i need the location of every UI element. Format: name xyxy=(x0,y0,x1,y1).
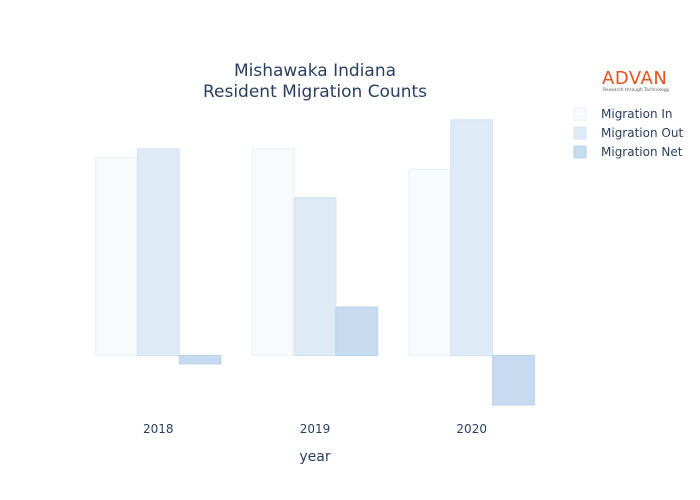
legend-label: Migration Net xyxy=(601,145,683,159)
legend-item-migration-net[interactable]: Migration Net xyxy=(573,145,683,159)
legend-item-migration-out[interactable]: Migration Out xyxy=(573,126,683,140)
legend-swatch xyxy=(573,107,587,121)
bar-migration-out-2020[interactable] xyxy=(450,119,494,356)
bar-migration-net-2020[interactable] xyxy=(492,355,535,406)
legend-item-migration-in[interactable]: Migration In xyxy=(573,107,673,121)
chart-title-line-1: Mishawaka Indiana xyxy=(234,61,396,81)
x-axis-title: year xyxy=(299,449,330,465)
advan-logo: ADVAN Research through Technology xyxy=(602,68,670,93)
chart-title-line-2: Resident Migration Counts xyxy=(203,82,427,102)
legend-label: Migration In xyxy=(601,107,673,121)
x-tick-label-2020: 2020 xyxy=(456,422,487,436)
x-tick-label-2018: 2018 xyxy=(143,422,174,436)
bar-migration-net-2019[interactable] xyxy=(335,306,379,356)
x-axis-ticks: 2018 2019 2020 xyxy=(143,422,487,436)
bar-migration-net-2018[interactable] xyxy=(178,355,222,365)
bars-layer xyxy=(95,119,535,406)
legend-swatch xyxy=(573,145,587,159)
bar-migration-out-2018[interactable] xyxy=(136,148,180,356)
bar-migration-in-2019[interactable] xyxy=(251,148,295,356)
legend-label: Migration Out xyxy=(601,126,683,140)
bar-migration-in-2018[interactable] xyxy=(95,156,138,356)
chart-title: Mishawaka Indiana Resident Migration Cou… xyxy=(203,61,427,102)
bar-migration-in-2020[interactable] xyxy=(408,168,452,356)
advan-logo-tagline: Research through Technology xyxy=(603,87,670,93)
legend[interactable]: Migration In Migration Out Migration Net xyxy=(573,107,683,159)
advan-logo-text: ADVAN xyxy=(602,68,667,89)
bar-migration-out-2019[interactable] xyxy=(293,197,337,357)
legend-swatch xyxy=(573,126,587,140)
x-tick-label-2019: 2019 xyxy=(300,422,331,436)
